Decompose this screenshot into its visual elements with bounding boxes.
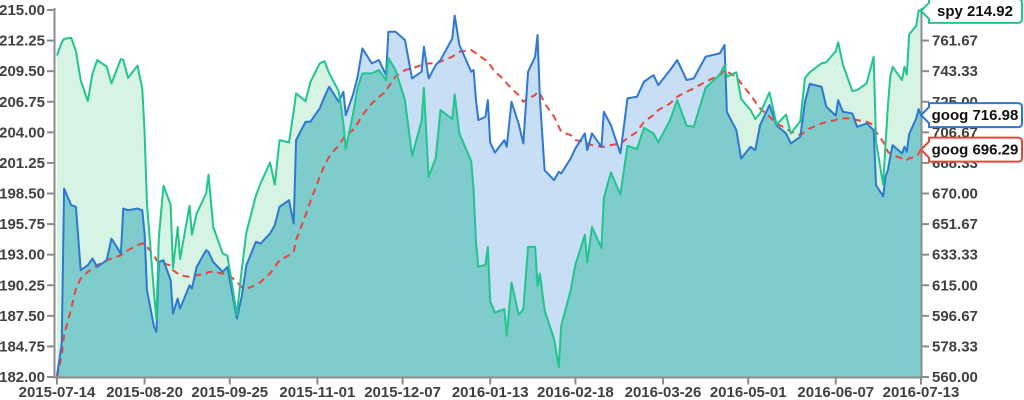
marker-spy-label: spy 214.92 — [937, 3, 1013, 20]
x-axis-tick-label: 2016-07-13 — [883, 384, 960, 400]
axis-tick-labels: 215.00780.00212.25761.67209.50743.33206.… — [0, 2, 978, 400]
marker-goog-average: goog 696.29 — [919, 136, 1023, 163]
marker-goog-average-callout — [919, 136, 1023, 163]
right-axis-tick-label: 743.33 — [932, 63, 978, 80]
last-value-markers: spy 214.92 goog 716.98 goog 696.29 — [919, 0, 1023, 163]
goog-price-line — [56, 14, 922, 376]
spy-price-line — [56, 9, 922, 368]
x-axis-tick-label: 2015-12-07 — [364, 384, 441, 400]
right-axis-tick-label: 596.67 — [932, 308, 978, 325]
x-axis-tick-label: 2016-02-18 — [537, 384, 614, 400]
right-axis-tick-label: 560.00 — [932, 369, 978, 386]
right-axis-tick-label: 670.00 — [932, 186, 978, 203]
left-axis-tick-label: 198.50 — [0, 186, 45, 203]
right-axis-tick-label: 761.67 — [932, 33, 978, 50]
marker-goog-price-label: goog 716.98 — [932, 107, 1019, 124]
left-axis-tick-label: 193.00 — [0, 247, 45, 264]
x-axis-tick-label: 2016-06-07 — [797, 384, 874, 400]
x-axis-tick-label: 2016-05-01 — [710, 384, 787, 400]
spy-goog-overlap-fill — [57, 57, 921, 377]
left-axis-tick-label: 187.50 — [0, 308, 45, 325]
right-axis-tick-label: 615.00 — [932, 277, 978, 294]
x-axis-tick-label: 2015-08-20 — [106, 384, 183, 400]
right-axis-tick-label: 633.33 — [932, 247, 978, 264]
x-axis-tick-label: 2015-11-01 — [279, 384, 355, 400]
left-axis-tick-label: 195.75 — [0, 216, 45, 233]
chart-plot-area[interactable] — [56, 9, 922, 378]
left-axis-tick-label: 206.75 — [0, 94, 45, 111]
left-axis-tick-label: 190.25 — [0, 277, 45, 294]
right-axis-tick-label: 651.67 — [932, 216, 978, 233]
axis-tick-marks — [47, 9, 929, 385]
x-axis-tick-label: 2015-07-14 — [19, 384, 96, 400]
right-axis-tick-label: 578.33 — [932, 338, 978, 355]
left-axis-tick-label: 201.25 — [0, 155, 45, 172]
left-axis-tick-label: 215.00 — [0, 2, 45, 19]
left-axis-tick-label: 212.25 — [0, 33, 45, 50]
left-axis-tick-label: 182.00 — [0, 369, 45, 386]
marker-goog-price-callout — [919, 102, 1023, 129]
x-axis-tick-label: 2016-01-13 — [452, 384, 529, 400]
left-axis-tick-label: 184.75 — [0, 338, 45, 355]
left-axis-tick-label: 209.50 — [0, 63, 45, 80]
x-axis-tick-label: 2016-03-26 — [625, 384, 702, 400]
x-axis-tick-label: 2015-09-25 — [191, 384, 268, 400]
marker-goog-average-label: goog 696.29 — [932, 142, 1019, 159]
marker-spy-callout — [919, 0, 1023, 24]
marker-goog-price: goog 716.98 — [919, 102, 1023, 129]
left-axis-tick-label: 204.00 — [0, 124, 45, 141]
marker-spy: spy 214.92 — [919, 0, 1023, 24]
